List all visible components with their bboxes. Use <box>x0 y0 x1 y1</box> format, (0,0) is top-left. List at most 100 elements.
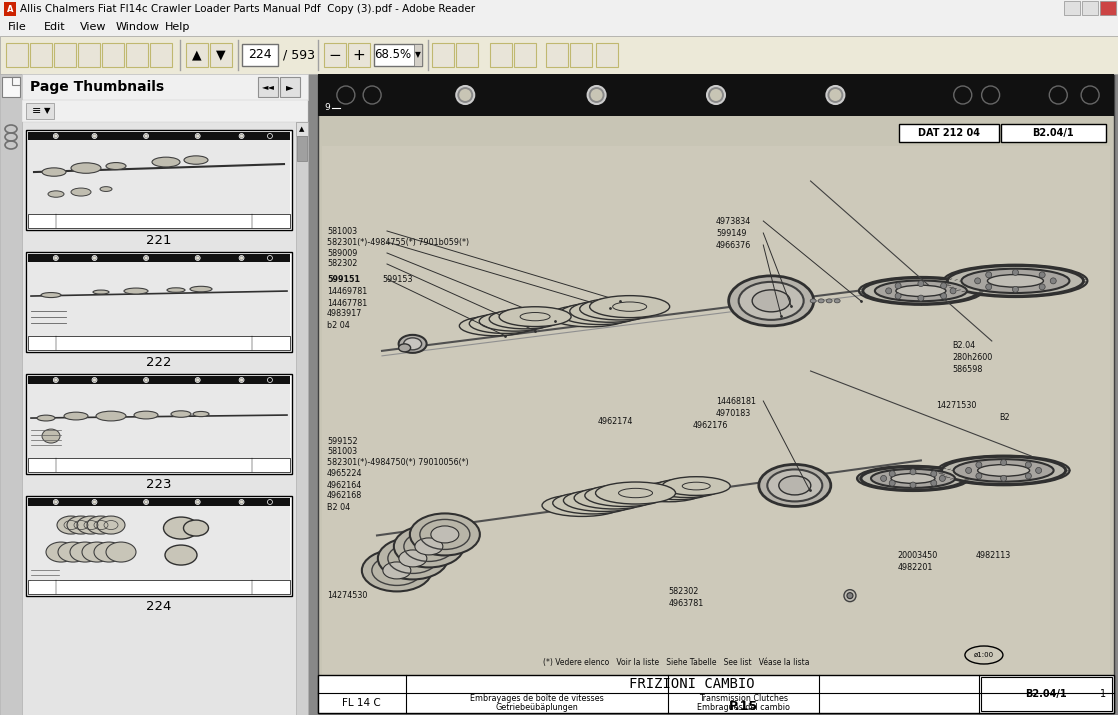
Circle shape <box>54 134 58 139</box>
Circle shape <box>92 378 97 383</box>
Bar <box>6 43 28 67</box>
Bar <box>296 122 307 136</box>
Circle shape <box>239 378 244 383</box>
Text: 4962164: 4962164 <box>326 480 362 490</box>
Bar <box>0 74 22 715</box>
Ellipse shape <box>662 477 730 495</box>
Ellipse shape <box>378 538 448 579</box>
Circle shape <box>889 470 896 477</box>
Text: 4966376: 4966376 <box>716 240 751 250</box>
Ellipse shape <box>152 157 180 167</box>
Ellipse shape <box>362 549 432 591</box>
Ellipse shape <box>42 168 66 177</box>
Bar <box>307 74 1118 715</box>
Circle shape <box>940 293 947 299</box>
Circle shape <box>826 86 844 104</box>
Text: 4970183: 4970183 <box>716 408 751 418</box>
Text: 582301(*)-4984755(*) 7901b059(*): 582301(*)-4984755(*) 7901b059(*) <box>326 237 470 247</box>
Circle shape <box>144 378 148 382</box>
Text: 14271530: 14271530 <box>937 402 977 410</box>
Circle shape <box>196 134 199 137</box>
Circle shape <box>982 86 999 104</box>
Ellipse shape <box>563 490 644 511</box>
Circle shape <box>54 500 58 505</box>
Circle shape <box>54 255 58 260</box>
Text: Embrayages de boîte de vitesses: Embrayages de boîte de vitesses <box>470 694 604 703</box>
Ellipse shape <box>134 411 158 419</box>
Bar <box>26 374 292 474</box>
Ellipse shape <box>72 188 91 196</box>
Circle shape <box>267 255 273 260</box>
Circle shape <box>1039 272 1045 278</box>
Bar <box>78 43 100 67</box>
Ellipse shape <box>596 482 675 504</box>
Text: (*) Vedere elenco   Voir la liste   Siehe Tabelle   See list   Véase la lista: (*) Vedere elenco Voir la liste Siehe Ta… <box>542 659 809 668</box>
Text: −: − <box>329 47 341 62</box>
Ellipse shape <box>977 465 1030 476</box>
Text: 9: 9 <box>324 104 330 112</box>
Ellipse shape <box>171 411 191 418</box>
Bar <box>26 252 292 352</box>
Bar <box>28 376 290 458</box>
Bar <box>1001 124 1106 142</box>
Bar <box>318 74 1114 713</box>
Text: B2: B2 <box>999 413 1011 423</box>
Bar <box>28 132 290 140</box>
Bar <box>28 580 290 594</box>
Text: 14274530: 14274530 <box>326 591 368 601</box>
Circle shape <box>896 293 901 299</box>
Circle shape <box>954 86 972 104</box>
Circle shape <box>55 134 57 137</box>
Circle shape <box>1025 473 1032 479</box>
Bar <box>12 77 20 85</box>
Text: ▼: ▼ <box>216 49 226 61</box>
Circle shape <box>92 500 97 505</box>
Text: FL 14 C: FL 14 C <box>342 698 381 708</box>
Circle shape <box>931 470 937 477</box>
Text: Allis Chalmers Fiat Fl14c Crawler Loader Parts Manual Pdf  Copy (3).pdf - Adobe : Allis Chalmers Fiat Fl14c Crawler Loader… <box>20 4 475 14</box>
Ellipse shape <box>542 495 622 516</box>
Ellipse shape <box>77 516 105 534</box>
Ellipse shape <box>167 288 184 292</box>
Ellipse shape <box>891 473 935 483</box>
Ellipse shape <box>580 298 660 320</box>
Circle shape <box>976 462 982 468</box>
Circle shape <box>240 134 243 137</box>
Text: 4962176: 4962176 <box>692 422 728 430</box>
Circle shape <box>931 480 937 486</box>
Circle shape <box>1035 468 1042 473</box>
Text: ▲: ▲ <box>300 126 305 132</box>
Circle shape <box>93 134 96 137</box>
Ellipse shape <box>585 485 665 506</box>
Text: b2 04: b2 04 <box>326 320 350 330</box>
Ellipse shape <box>826 299 832 303</box>
Text: 1: 1 <box>1100 689 1106 699</box>
Text: Window: Window <box>116 22 160 32</box>
Ellipse shape <box>394 526 464 568</box>
Bar <box>0 74 307 715</box>
Text: Getriebeübäplungen: Getriebeübäplungen <box>495 703 578 712</box>
Text: 224: 224 <box>146 601 172 613</box>
Bar <box>28 498 290 506</box>
Text: 581003: 581003 <box>326 227 357 235</box>
Text: 14467781: 14467781 <box>326 298 367 307</box>
Ellipse shape <box>499 307 571 327</box>
Circle shape <box>459 89 472 101</box>
Text: 582301(*)-4984750(*) 79010056(*): 582301(*)-4984750(*) 79010056(*) <box>326 458 468 468</box>
Text: 68.5%: 68.5% <box>375 49 411 61</box>
Text: B2 04: B2 04 <box>326 503 350 511</box>
Circle shape <box>143 378 149 383</box>
Ellipse shape <box>106 542 136 562</box>
Circle shape <box>889 480 896 486</box>
Circle shape <box>55 500 57 503</box>
Bar <box>28 254 290 336</box>
Circle shape <box>896 282 901 289</box>
Text: P.15: P.15 <box>729 699 758 713</box>
Ellipse shape <box>97 516 125 534</box>
Text: 589009: 589009 <box>326 249 358 257</box>
Text: ø1:00: ø1:00 <box>974 652 994 658</box>
Circle shape <box>196 378 200 383</box>
Circle shape <box>918 295 923 301</box>
Ellipse shape <box>570 300 650 322</box>
Bar <box>297 136 307 161</box>
